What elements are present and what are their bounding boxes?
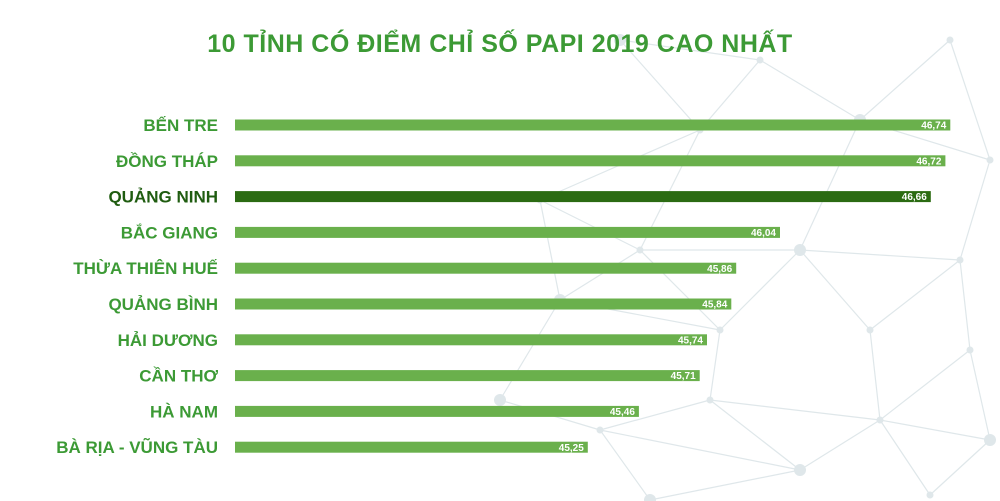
network-line (869, 329, 881, 421)
network-line (869, 259, 961, 331)
network-line (879, 419, 931, 496)
network-line (799, 249, 871, 331)
network-node (866, 326, 874, 334)
network-line (879, 349, 971, 421)
category-label: BẾN TRE (143, 116, 218, 135)
category-label: THỪA THIÊN HUẾ (73, 259, 218, 278)
category-label: BÀ RỊA - VŨNG TÀU (56, 437, 218, 457)
network-line (709, 399, 881, 421)
chart-title: 10 TỈNH CÓ ĐIỂM CHỈ SỐ PAPI 2019 CAO NHẤ… (207, 30, 793, 58)
network-line (709, 399, 801, 471)
network-node (876, 416, 884, 424)
category-label: QUẢNG NINH (108, 188, 218, 207)
network-node (636, 246, 644, 254)
network-line (649, 469, 801, 501)
network-line (799, 119, 861, 251)
bar (235, 298, 732, 310)
network-line (959, 159, 991, 261)
value-label: 45,25 (559, 443, 584, 454)
network-line (719, 249, 801, 331)
network-line (699, 59, 761, 131)
value-label: 45,84 (702, 300, 727, 311)
network-line (499, 299, 561, 401)
category-label: HÀ NAM (150, 402, 218, 421)
value-label: 45,71 (671, 371, 696, 382)
bar (235, 262, 737, 274)
network-line (959, 259, 971, 351)
network-node (644, 494, 656, 501)
category-label: CẦN THƠ (139, 367, 218, 386)
network-node (984, 434, 996, 446)
bar (235, 191, 931, 203)
network-line (599, 429, 801, 471)
network-line (969, 349, 991, 441)
network-node (794, 244, 806, 256)
value-label: 46,74 (921, 121, 946, 132)
value-label: 46,04 (751, 228, 776, 239)
bar (235, 155, 946, 167)
network-node (756, 56, 764, 64)
network-line (619, 39, 761, 61)
value-label: 45,74 (678, 335, 703, 346)
category-label: HẢI DƯƠNG (118, 331, 218, 350)
category-label: BẮC GIANG (121, 223, 218, 242)
value-label: 46,66 (902, 192, 927, 203)
network-line (539, 199, 561, 301)
network-node (596, 426, 604, 434)
network-line (559, 249, 641, 301)
network-line (619, 39, 701, 131)
network-line (599, 399, 711, 431)
network-line (799, 249, 961, 261)
category-label: ĐỒNG THÁP (116, 152, 218, 171)
network-line (879, 419, 991, 441)
bar (235, 370, 700, 382)
network-node (926, 491, 934, 499)
network-node (706, 396, 714, 404)
network-node (614, 34, 626, 46)
network-line (759, 59, 861, 121)
bar (235, 334, 707, 346)
bar (235, 119, 951, 131)
network-line (539, 199, 641, 251)
network-line (709, 329, 721, 401)
network-node (986, 156, 994, 164)
value-label: 45,46 (610, 407, 635, 418)
network-line (949, 39, 991, 161)
bar (235, 441, 588, 453)
network-node (716, 326, 724, 334)
network-node (966, 346, 974, 354)
bar (235, 226, 780, 238)
network-line (799, 419, 881, 471)
network-node (946, 36, 954, 44)
value-label: 46,72 (916, 156, 941, 167)
bar (235, 405, 639, 417)
network-node (494, 394, 506, 406)
network-node (794, 464, 806, 476)
network-node (956, 256, 964, 264)
network-line (929, 439, 991, 496)
value-label: 45,86 (707, 264, 732, 275)
network-line (599, 429, 651, 501)
category-label: QUẢNG BÌNH (108, 295, 218, 314)
network-line (859, 39, 951, 121)
